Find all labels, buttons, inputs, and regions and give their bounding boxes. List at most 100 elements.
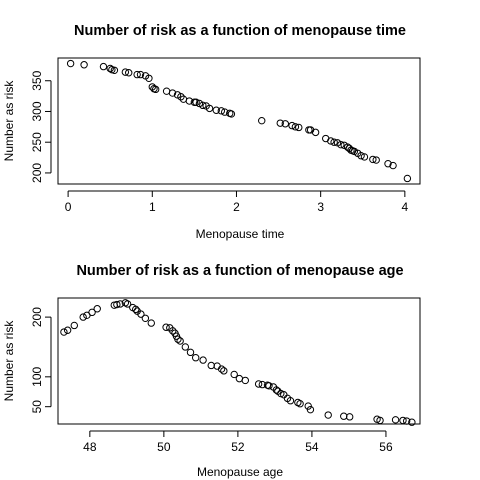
top-data-point: [133, 70, 141, 79]
top-data-point: [80, 61, 88, 69]
top-y-tick-label: 300: [30, 101, 44, 121]
bottom-data-point: [286, 397, 295, 405]
top-data-point: [357, 152, 365, 160]
top-data-point: [389, 161, 397, 170]
bottom-data-point: [79, 313, 87, 321]
top-data-point: [311, 128, 320, 137]
bottom-data-point: [306, 405, 315, 414]
top-data-point: [360, 153, 369, 161]
top-data-points: [66, 59, 412, 183]
bottom-data-point: [391, 416, 400, 424]
bottom-y-tick-label: 50: [30, 400, 44, 414]
top-data-point: [145, 74, 153, 82]
bottom-data-point: [137, 310, 145, 318]
bottom-data-point: [207, 361, 215, 370]
top-data-point: [327, 137, 335, 145]
top-data-point: [291, 123, 300, 131]
top-data-point: [369, 155, 377, 164]
top-data-point: [217, 107, 226, 115]
bottom-data-point: [70, 321, 78, 330]
bottom-x-axis: 48 50 52 54 56: [83, 430, 393, 454]
bottom-data-point: [93, 305, 101, 313]
top-data-point: [258, 116, 266, 125]
top-data-point: [384, 160, 392, 168]
bottom-data-point: [272, 386, 281, 394]
top-data-point: [337, 140, 345, 149]
bottom-data-point: [304, 402, 312, 410]
bottom-data-point: [169, 327, 177, 335]
bottom-data-point: [241, 376, 249, 385]
bottom-data-point: [324, 411, 332, 419]
top-data-point: [106, 64, 114, 73]
top-data-point: [66, 59, 75, 68]
top-data-point: [151, 85, 160, 94]
top-x-tick-label: 3: [317, 200, 324, 214]
bottom-data-point: [254, 380, 263, 388]
top-x-axis-label: Menopause time: [196, 227, 285, 241]
top-x-axis: 0 1 2 3 4: [65, 190, 409, 214]
top-data-point: [276, 119, 284, 127]
top-data-point: [177, 93, 185, 101]
top-plot-frame: [57, 57, 421, 185]
bottom-x-axis-label: Menopause age: [197, 465, 283, 479]
top-data-point: [295, 123, 303, 132]
bottom-data-point: [296, 399, 304, 408]
top-data-point: [199, 101, 207, 110]
bottom-data-point: [376, 416, 384, 425]
bottom-y-tick-label: 100: [30, 366, 44, 386]
bottom-data-point: [217, 365, 226, 373]
top-data-point: [136, 70, 145, 79]
bottom-data-point: [116, 300, 124, 308]
bottom-plot-frame: [57, 297, 421, 425]
bottom-x-tick-label: 54: [305, 440, 319, 454]
top-x-tick-label: 1: [149, 200, 156, 214]
bottom-data-point: [141, 314, 150, 323]
bottom-data-point: [174, 335, 182, 343]
bottom-data-point: [402, 417, 411, 425]
top-data-point: [212, 106, 220, 114]
top-data-point: [205, 104, 214, 113]
bottom-x-tick-label: 48: [83, 440, 97, 454]
bottom-data-point: [88, 308, 96, 317]
top-data-point: [168, 89, 177, 97]
top-data-point: [281, 120, 290, 128]
top-data-point: [227, 110, 236, 118]
bottom-data-point: [408, 418, 416, 426]
top-x-tick-label: 2: [233, 200, 240, 214]
bottom-data-point: [399, 416, 407, 425]
bottom-data-point: [199, 356, 207, 364]
bottom-y-axis: 50 100 200: [30, 307, 52, 414]
bottom-x-tick-label: 52: [231, 440, 245, 454]
bottom-panel: Number of risk as a function of menopaus…: [2, 263, 421, 479]
bottom-data-point: [181, 343, 190, 351]
bottom-data-points: [60, 299, 416, 426]
bottom-data-point: [191, 354, 200, 362]
bottom-x-tick-label: 56: [379, 440, 393, 454]
top-data-point: [220, 108, 229, 116]
bottom-data-point: [186, 348, 195, 357]
bottom-data-point: [230, 370, 238, 379]
top-data-point: [185, 97, 194, 105]
top-x-tick-label: 4: [402, 200, 409, 214]
bottom-data-point: [213, 362, 221, 370]
top-data-point: [403, 174, 412, 183]
top-data-point: [372, 156, 380, 164]
bottom-data-point: [123, 300, 132, 308]
bottom-data-point: [345, 413, 354, 421]
bottom-data-point: [220, 367, 228, 375]
bottom-y-tick-label: 200: [30, 307, 44, 327]
bottom-data-point: [147, 319, 155, 327]
bottom-data-point: [265, 382, 273, 390]
top-x-tick-label: 0: [65, 200, 72, 214]
top-y-tick-label: 200: [30, 163, 44, 183]
top-y-tick-label: 350: [30, 70, 44, 90]
top-y-axis-label: Number as risk: [2, 80, 16, 162]
top-data-point: [99, 62, 108, 71]
bottom-data-point: [176, 337, 184, 345]
top-panel: Number of risk as a function of menopaus…: [2, 23, 421, 241]
bottom-data-point: [162, 323, 170, 331]
bottom-data-point: [113, 300, 121, 309]
bottom-data-point: [340, 412, 348, 420]
top-y-axis: 200 250 300 350: [30, 70, 52, 183]
